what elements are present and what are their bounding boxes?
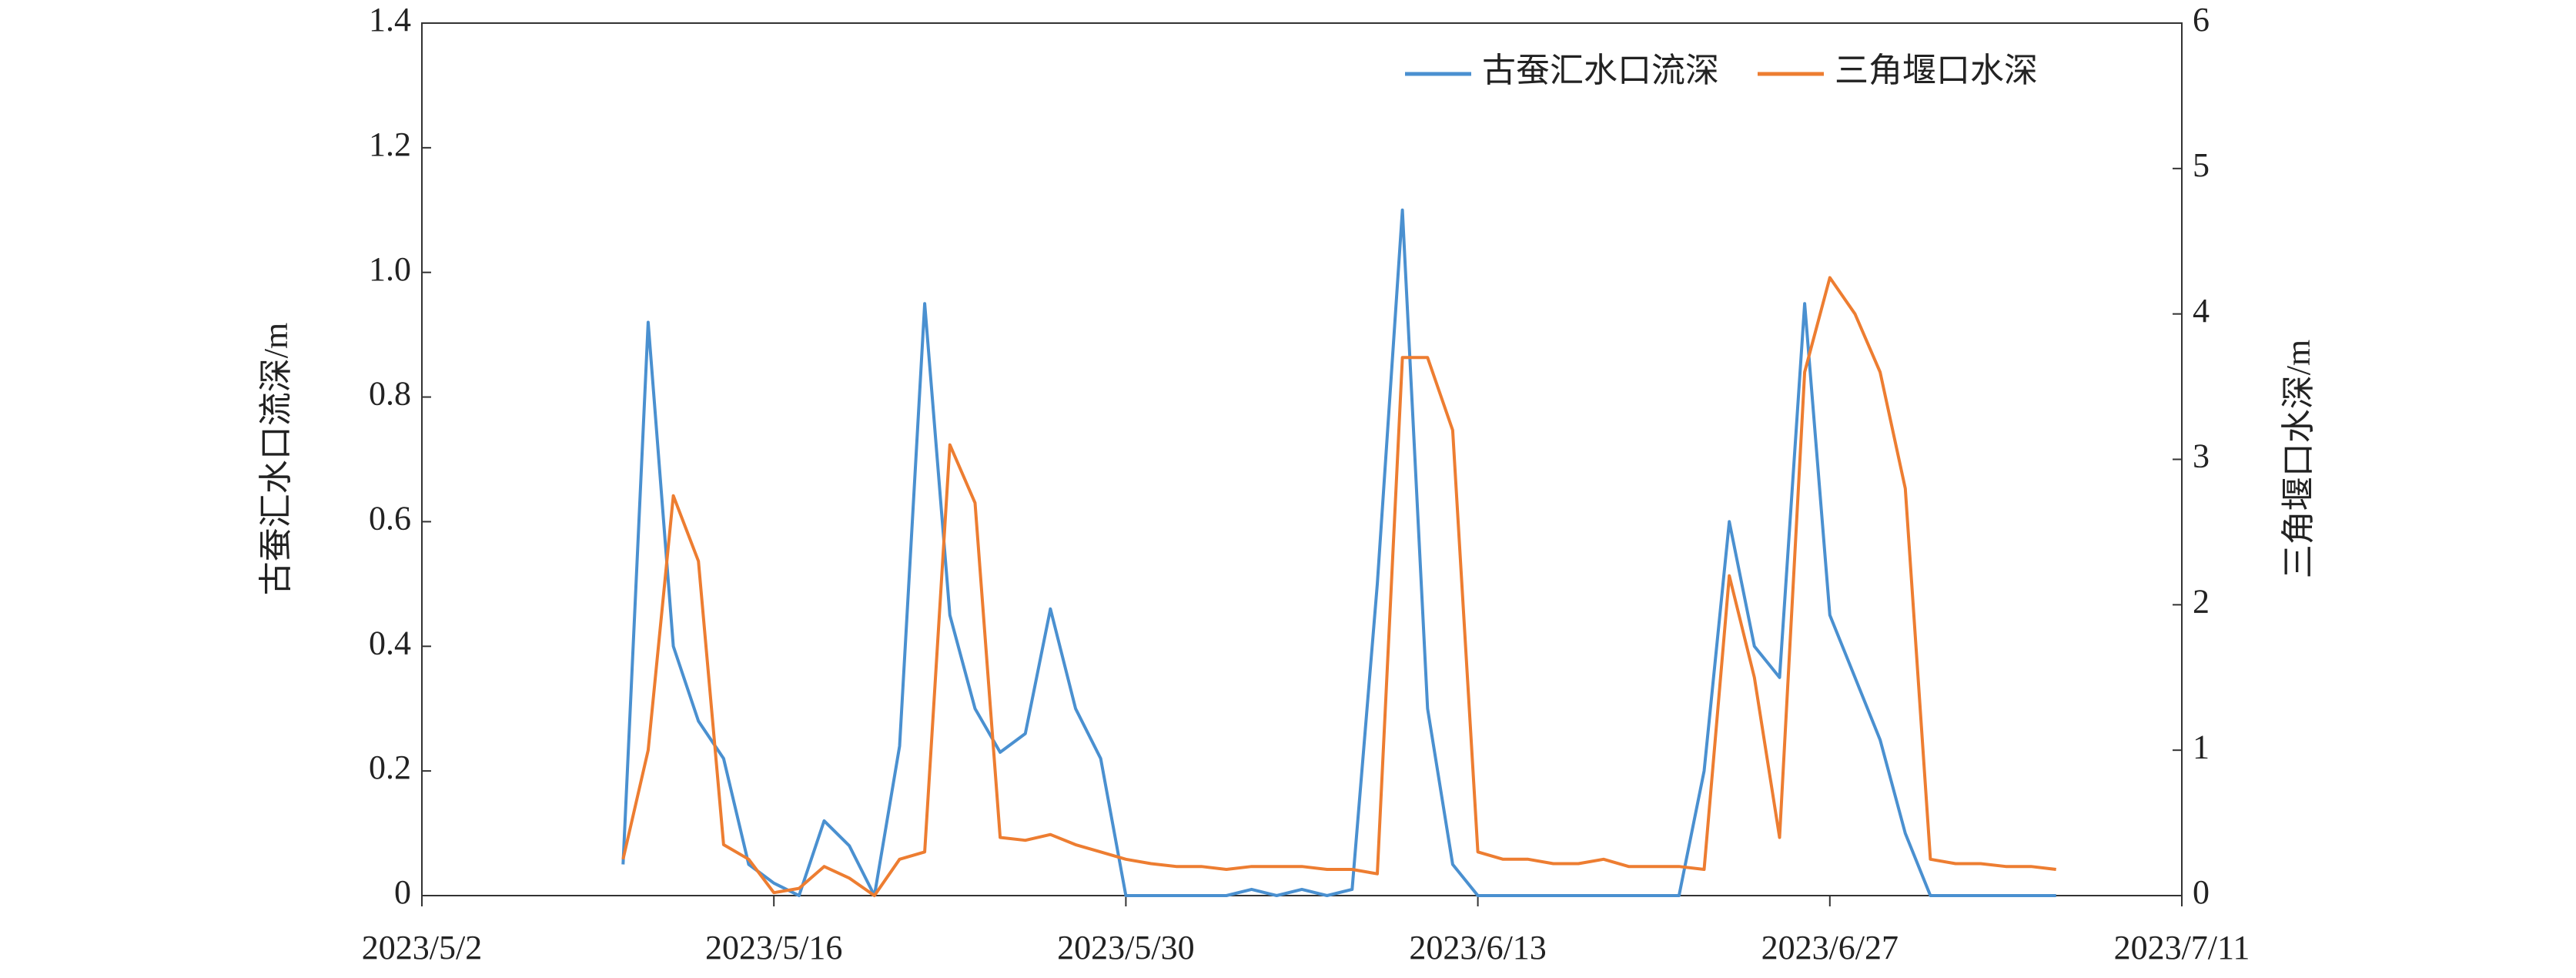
x-tick-label: 2023/7/11 <box>2114 929 2250 966</box>
y-axis-label: 古蚕汇水口流深/m <box>257 323 295 595</box>
x-tick-label: 2023/5/2 <box>362 929 482 966</box>
y-tick-label: 0 <box>394 873 411 911</box>
x-tick-label: 2023/6/13 <box>1409 929 1546 966</box>
y2-tick-label: 5 <box>2193 146 2210 184</box>
y2-tick-label: 6 <box>2193 1 2210 39</box>
y-tick-label: 1.0 <box>369 250 411 288</box>
y2-tick-label: 0 <box>2193 873 2210 911</box>
y-tick-label: 0.6 <box>369 500 411 538</box>
y-tick-label: 0.2 <box>369 749 411 786</box>
y2-tick-label: 1 <box>2193 728 2210 765</box>
x-tick-label: 2023/5/30 <box>1057 929 1194 966</box>
plot-frame <box>421 22 2183 896</box>
y-tick-label: 0.8 <box>369 375 411 413</box>
y2-tick-label: 4 <box>2193 292 2210 330</box>
y-tick-label: 1.2 <box>369 126 411 163</box>
series-line <box>621 276 2056 897</box>
y-tick-label: 1.4 <box>369 1 411 39</box>
y-tick-label: 0.4 <box>369 624 411 661</box>
x-tick-label: 2023/6/27 <box>1761 929 1899 966</box>
legend-label: 古蚕汇水口流深 <box>1482 52 1719 89</box>
x-tick-label: 2023/5/16 <box>705 929 842 966</box>
y2-axis-label: 三角堰口水深/m <box>2280 340 2317 578</box>
y2-tick-label: 2 <box>2193 582 2210 620</box>
y2-tick-label: 3 <box>2193 437 2210 475</box>
legend-label: 三角堰口水深 <box>1835 52 2038 89</box>
series-line <box>621 208 2056 897</box>
